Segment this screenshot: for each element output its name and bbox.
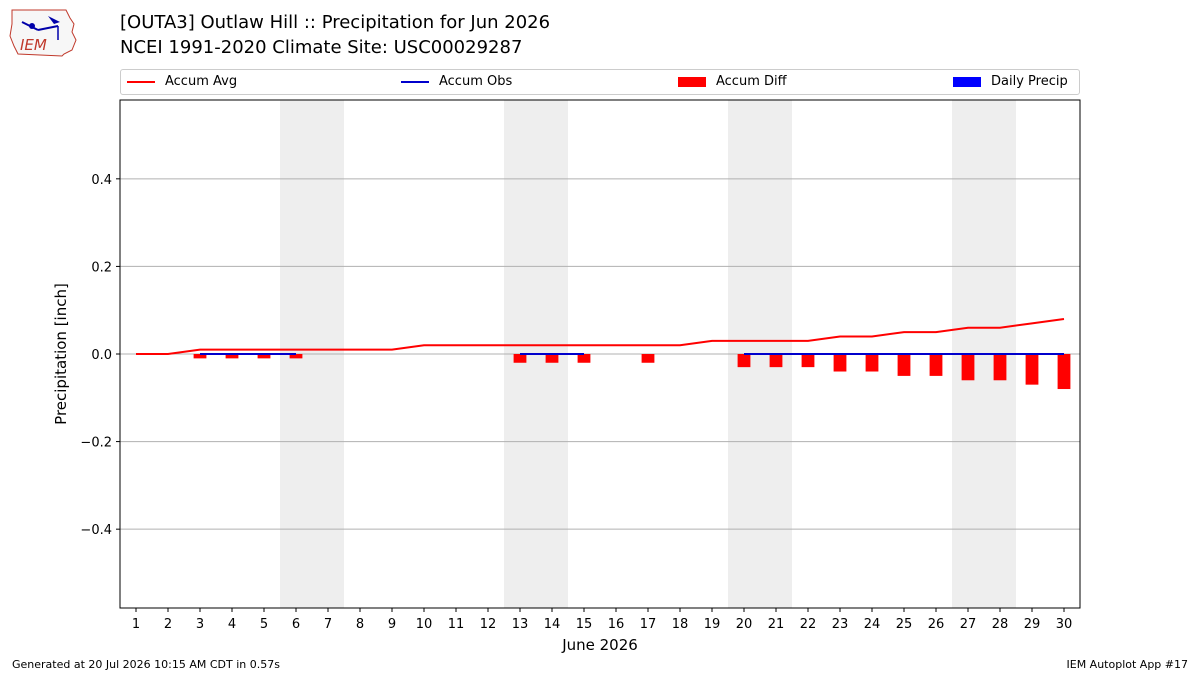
legend-accum-obs-label: Accum Obs — [439, 74, 513, 89]
y-tick-label: 0.4 — [91, 173, 112, 188]
x-tick-label: 16 — [608, 617, 625, 632]
x-tick-label: 20 — [736, 617, 753, 632]
x-tick-label: 11 — [448, 617, 465, 632]
x-tick-label: 30 — [1056, 617, 1073, 632]
x-tick-label: 10 — [416, 617, 433, 632]
x-tick-label: 29 — [1024, 617, 1041, 632]
y-tick-label: 0.2 — [91, 260, 112, 275]
accum-diff-bar — [225, 354, 239, 359]
iem-logo: IEM — [9, 9, 77, 57]
accum-diff-bar — [513, 354, 527, 363]
x-tick-label: 12 — [480, 617, 497, 632]
autoplot-app-label: IEM Autoplot App #17 — [1066, 658, 1189, 671]
x-tick-label: 14 — [544, 617, 561, 632]
x-tick-label: 5 — [260, 617, 268, 632]
x-tick-label: 7 — [324, 617, 332, 632]
x-tick-label: 1 — [132, 617, 140, 632]
x-axis-label: June 2026 — [561, 636, 638, 654]
generated-timestamp: Generated at 20 Jul 2026 10:15 AM CDT in… — [12, 658, 280, 671]
x-tick-label: 25 — [896, 617, 913, 632]
x-tick-label: 26 — [928, 617, 945, 632]
legend-daily-precip-label: Daily Precip — [991, 74, 1068, 89]
chart-subtitle: NCEI 1991-2020 Climate Site: USC00029287 — [120, 37, 523, 58]
accum-diff-bar — [961, 354, 975, 381]
x-tick-label: 17 — [640, 617, 657, 632]
x-tick-label: 2 — [164, 617, 172, 632]
accum-diff-bar — [865, 354, 879, 372]
y-tick-label: −0.4 — [80, 523, 112, 538]
axes: −0.4−0.20.00.20.41 2 3 4 5 6 7 8 9 10 11 12 13 14 15 16… — [80, 173, 1072, 632]
y-axis-label: Precipitation [inch] — [52, 283, 70, 425]
x-tick-label: 28 — [992, 617, 1009, 632]
accum-diff-bar — [929, 354, 943, 376]
accum-diff-bar — [993, 354, 1007, 381]
legend-accum-diff: Accum Diff — [678, 74, 787, 89]
x-tick-label: 23 — [832, 617, 849, 632]
x-tick-label: 9 — [388, 617, 396, 632]
accum-diff-bar — [897, 354, 911, 376]
accum-diff-bar — [833, 354, 847, 372]
x-tick-label: 4 — [228, 617, 236, 632]
legend-daily-precip-swatch — [953, 76, 981, 87]
x-tick-label: 24 — [864, 617, 881, 632]
accum-diff-bar — [769, 354, 783, 368]
accum-diff-bars — [193, 354, 1071, 390]
legend-accum-diff-label: Accum Diff — [716, 74, 787, 89]
x-tick-label: 19 — [704, 617, 721, 632]
y-tick-label: 0.0 — [91, 348, 112, 363]
legend-accum-avg-swatch — [127, 80, 155, 83]
accum-diff-bar — [1025, 354, 1039, 385]
logo-text: IEM — [20, 36, 47, 54]
x-tick-label: 18 — [672, 617, 689, 632]
accum-diff-bar — [737, 354, 751, 368]
x-tick-label: 13 — [512, 617, 529, 632]
x-tick-label: 22 — [800, 617, 817, 632]
accum-diff-bar — [193, 354, 207, 359]
chart-title: [OUTA3] Outlaw Hill :: Precipitation for… — [120, 12, 551, 33]
accum-diff-bar — [641, 354, 655, 363]
grid-lines — [120, 178, 1080, 530]
y-tick-label: −0.2 — [80, 436, 112, 451]
accum-diff-bar — [545, 354, 559, 363]
legend-accum-diff-swatch — [678, 76, 706, 87]
x-tick-label: 27 — [960, 617, 977, 632]
accum-diff-bar — [257, 354, 271, 359]
accum-diff-bar — [577, 354, 591, 363]
legend-accum-avg-label: Accum Avg — [165, 74, 238, 89]
x-tick-label: 15 — [576, 617, 593, 632]
accum-avg-line — [136, 317, 1065, 355]
x-tick-label: 8 — [356, 617, 364, 632]
legend-accum-obs-swatch — [401, 80, 429, 83]
accum-diff-bar — [1057, 354, 1071, 390]
chart-legend: Accum Avg Accum Obs Accum Diff Daily Pre… — [120, 69, 1080, 95]
legend-accum-avg: Accum Avg — [127, 74, 237, 89]
legend-daily-precip: Daily Precip — [953, 74, 1068, 89]
x-tick-label: 21 — [768, 617, 785, 632]
x-tick-label: 6 — [292, 617, 300, 632]
legend-accum-obs: Accum Obs — [401, 74, 512, 89]
x-tick-label: 3 — [196, 617, 204, 632]
accum-diff-bar — [289, 354, 303, 359]
accum-diff-bar — [801, 354, 815, 368]
series-lines — [136, 317, 1065, 355]
